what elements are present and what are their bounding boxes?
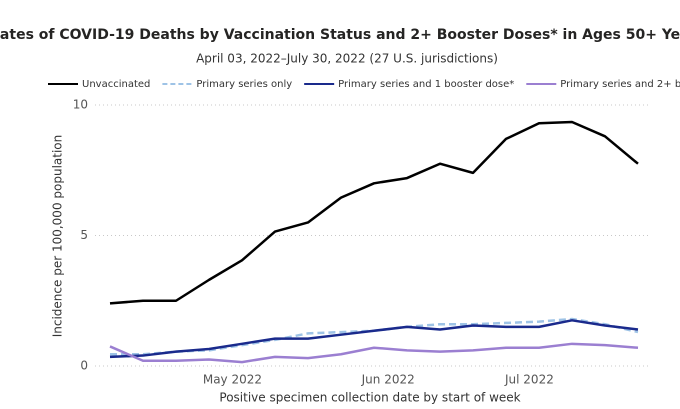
x-tick-label: Jul 2022 xyxy=(504,373,554,387)
series-line xyxy=(109,319,639,359)
chart-subtitle: April 03, 2022–July 30, 2022 (27 U.S. ju… xyxy=(196,52,498,66)
legend-label: Unvaccinated xyxy=(82,79,150,90)
legend-label: Primary series only xyxy=(196,79,292,90)
series-line xyxy=(109,120,639,305)
legend-label: Primary series and 1 booster dose* xyxy=(338,79,514,90)
y-tick-label: 10 xyxy=(73,98,88,112)
x-tick-label: May 2022 xyxy=(203,373,262,387)
legend-label: Primary series and 2+ booster dos... xyxy=(560,79,680,90)
y-tick-label: 0 xyxy=(80,359,88,373)
y-tick-label: 5 xyxy=(80,228,88,242)
x-axis-label: Positive specimen collection date by sta… xyxy=(219,391,520,405)
y-axis-label: Incidence per 100,000 population xyxy=(51,135,65,338)
chart-title: Rates of COVID-19 Deaths by Vaccination … xyxy=(0,27,680,43)
x-tick-label: Jun 2022 xyxy=(361,373,415,387)
series-line xyxy=(109,342,639,364)
